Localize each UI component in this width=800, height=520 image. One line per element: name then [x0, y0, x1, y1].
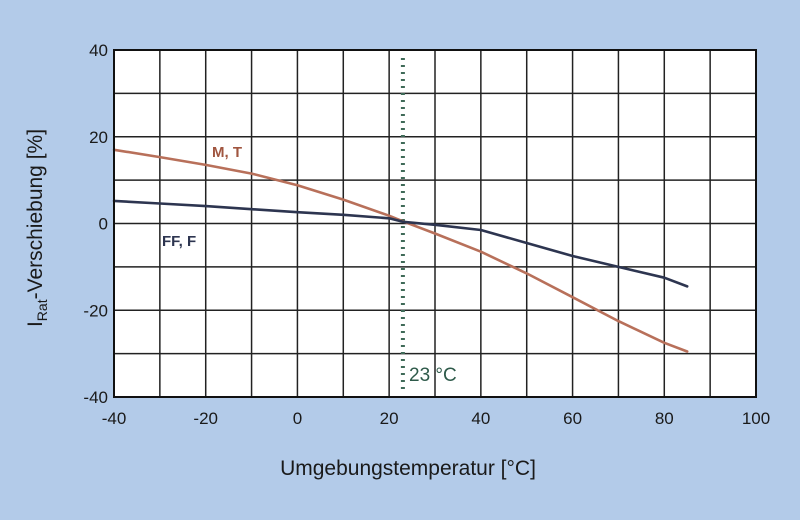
y-tick-label: -40: [83, 388, 108, 407]
x-tick-label: 80: [655, 409, 674, 428]
y-axis-title-rest: -Verschiebung [%]: [24, 129, 47, 299]
x-tick-label: 40: [471, 409, 490, 428]
series-label-ff-f: FF, F: [162, 233, 196, 250]
x-tick-label: 20: [380, 409, 399, 428]
y-tick-label: -20: [83, 301, 108, 320]
x-tick-label: -20: [193, 409, 218, 428]
y-tick-label: 0: [99, 215, 108, 234]
tick-labels: -40 -20 0 20 40 60 80 100 40 20 0 -20 -40: [83, 41, 770, 428]
series-line-ff-f: [112, 199, 689, 288]
y-axis-title-main: I: [24, 321, 47, 327]
reference-line-label: 23 °C: [409, 365, 457, 386]
x-axis-title: Umgebungstemperatur [°C]: [280, 457, 536, 480]
series-label-m-t: M, T: [212, 144, 242, 161]
grid: [114, 50, 756, 397]
series-lines: [112, 148, 689, 353]
y-tick-label: 40: [89, 41, 108, 60]
x-tick-label: 100: [742, 409, 770, 428]
x-tick-label: 60: [563, 409, 582, 428]
x-tick-label: -40: [102, 409, 127, 428]
y-axis-title-subscript: Rat: [34, 299, 50, 321]
y-axis-title: IRat-Verschiebung [%]: [24, 129, 50, 327]
y-tick-label: 20: [89, 128, 108, 147]
plot-frame: [113, 49, 757, 398]
x-tick-label: 0: [293, 409, 302, 428]
